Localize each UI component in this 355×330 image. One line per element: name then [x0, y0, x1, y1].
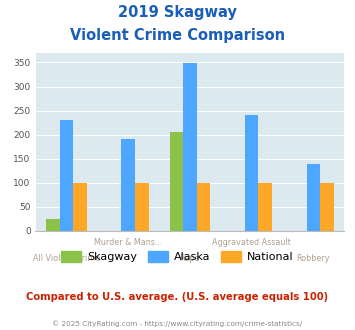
Text: 2019 Skagway: 2019 Skagway [118, 5, 237, 20]
Bar [258, 183, 272, 231]
Bar [46, 219, 60, 231]
Text: Rape: Rape [180, 254, 200, 263]
Text: Aggravated Assault: Aggravated Assault [212, 238, 291, 247]
Legend: Skagway, Alaska, National: Skagway, Alaska, National [57, 247, 298, 267]
Bar [307, 164, 320, 231]
Text: Violent Crime Comparison: Violent Crime Comparison [70, 28, 285, 43]
Bar [183, 63, 197, 231]
Bar [121, 140, 135, 231]
Text: All Violent Crime: All Violent Crime [33, 254, 100, 263]
Text: Murder & Mans...: Murder & Mans... [94, 238, 162, 247]
Bar [73, 183, 87, 231]
Bar [245, 115, 258, 231]
Bar [197, 183, 210, 231]
Text: Compared to U.S. average. (U.S. average equals 100): Compared to U.S. average. (U.S. average … [26, 292, 329, 302]
Bar [60, 120, 73, 231]
Bar [170, 132, 183, 231]
Bar [320, 183, 334, 231]
Bar [135, 183, 148, 231]
Text: Robbery: Robbery [297, 254, 330, 263]
Text: © 2025 CityRating.com - https://www.cityrating.com/crime-statistics/: © 2025 CityRating.com - https://www.city… [53, 321, 302, 327]
